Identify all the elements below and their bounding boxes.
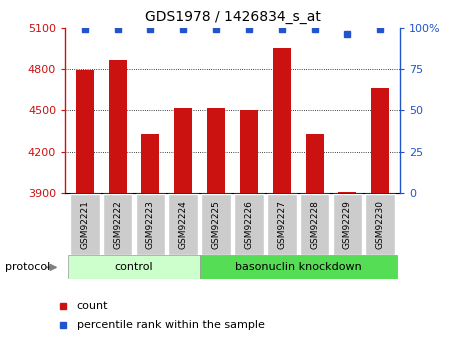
Text: GSM92229: GSM92229 (343, 200, 352, 249)
FancyBboxPatch shape (300, 194, 329, 255)
Bar (174, 108, 193, 193)
Bar (306, 134, 324, 193)
Text: GSM92227: GSM92227 (277, 200, 286, 249)
FancyBboxPatch shape (136, 194, 165, 255)
Bar (109, 60, 126, 193)
Text: GSM92225: GSM92225 (212, 200, 220, 249)
Text: GSM92226: GSM92226 (245, 200, 253, 249)
Text: GSM92224: GSM92224 (179, 200, 188, 249)
FancyBboxPatch shape (267, 194, 297, 255)
Text: GSM92230: GSM92230 (376, 200, 385, 249)
Bar (371, 88, 389, 193)
FancyBboxPatch shape (199, 255, 397, 279)
FancyBboxPatch shape (68, 255, 199, 279)
Text: GSM92222: GSM92222 (113, 200, 122, 249)
Bar (76, 70, 94, 193)
Bar (339, 192, 356, 193)
Bar (141, 134, 159, 193)
Bar (240, 110, 258, 193)
FancyBboxPatch shape (70, 194, 100, 255)
FancyBboxPatch shape (103, 194, 133, 255)
FancyBboxPatch shape (201, 194, 231, 255)
Text: control: control (115, 263, 153, 272)
Text: count: count (77, 301, 108, 311)
FancyBboxPatch shape (365, 194, 395, 255)
Bar (207, 108, 225, 193)
Text: GSM92221: GSM92221 (80, 200, 89, 249)
FancyBboxPatch shape (168, 194, 198, 255)
Bar (272, 48, 291, 193)
FancyBboxPatch shape (332, 194, 362, 255)
Text: basonuclin knockdown: basonuclin knockdown (235, 263, 361, 272)
Text: percentile rank within the sample: percentile rank within the sample (77, 320, 265, 330)
Title: GDS1978 / 1426834_s_at: GDS1978 / 1426834_s_at (145, 10, 320, 24)
FancyBboxPatch shape (234, 194, 264, 255)
Text: GSM92228: GSM92228 (310, 200, 319, 249)
Text: protocol: protocol (5, 263, 50, 272)
Text: GSM92223: GSM92223 (146, 200, 155, 249)
